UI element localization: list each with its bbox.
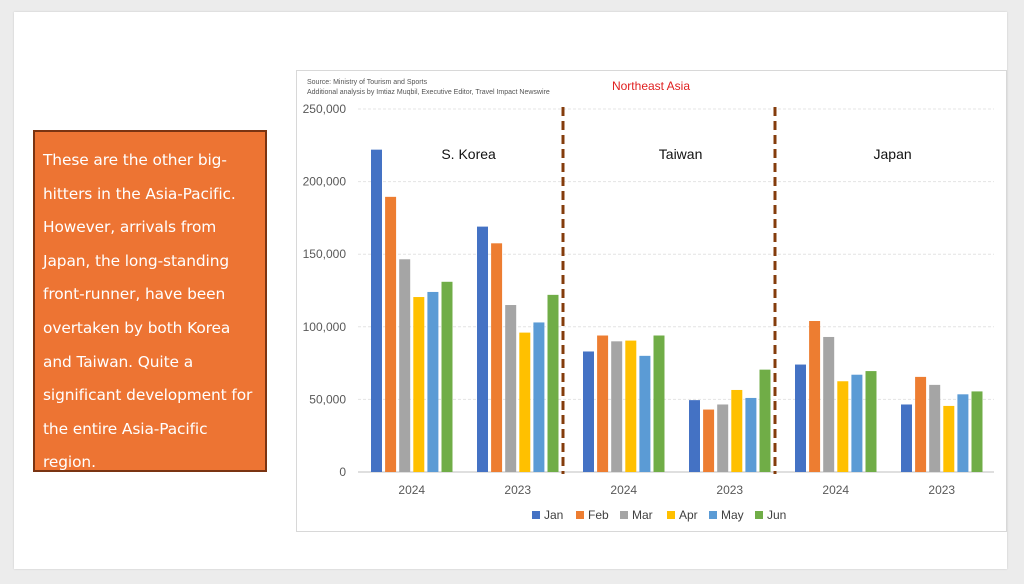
legend-swatch (576, 511, 584, 519)
bar (547, 294, 559, 472)
year-label: 2024 (822, 483, 849, 497)
category-labels: S. Korea 2024 2023 Taiwan 2024 2023 Japan 2024 2… (398, 146, 955, 497)
bar (533, 322, 545, 472)
bar (371, 149, 382, 472)
legend-swatch (755, 511, 763, 519)
bar (689, 400, 700, 472)
legend: Jan Feb Mar Apr May Jun (532, 508, 786, 522)
bar (865, 371, 877, 472)
bar (929, 384, 941, 472)
legend-swatch (667, 511, 675, 519)
region-label: S. Korea (441, 146, 496, 162)
bar (491, 243, 503, 472)
bar (413, 297, 425, 472)
bar (915, 376, 927, 472)
bar (731, 389, 743, 472)
arrivals-bar-chart: Source: Ministry of Tourism and Sports A… (303, 79, 994, 522)
bar (477, 226, 488, 472)
source-line-2: Additional analysis by Imtiaz Muqbil, Ex… (307, 89, 550, 96)
commentary-callout: These are the other big-hitters in the A… (33, 130, 267, 472)
legend-swatch (620, 511, 628, 519)
bar (957, 394, 969, 472)
legend-swatch (532, 511, 540, 519)
bar (795, 364, 806, 472)
bar (703, 409, 715, 472)
bar (943, 405, 955, 472)
year-label: 2024 (610, 483, 637, 497)
bar (653, 335, 665, 472)
bar (399, 259, 411, 472)
bar (809, 320, 821, 472)
y-tick-label: 0 (339, 465, 346, 479)
bar (385, 196, 397, 472)
source-line-1: Source: Ministry of Tourism and Sports (307, 79, 428, 86)
y-tick-label: 200,000 (303, 175, 347, 189)
y-tick-label: 50,000 (309, 392, 346, 406)
y-tick-label: 250,000 (303, 102, 347, 116)
bar (823, 336, 835, 472)
bar (901, 404, 912, 472)
callout-text: These are the other big-hitters in the A… (43, 151, 253, 472)
bar (611, 341, 623, 472)
legend-label: Mar (632, 508, 653, 522)
bar (625, 340, 637, 472)
year-label: 2023 (504, 483, 531, 497)
bar (837, 381, 849, 472)
legend-label: Jan (544, 508, 563, 522)
year-label: 2023 (928, 483, 955, 497)
bar (583, 351, 594, 472)
bar (759, 369, 771, 472)
year-label: 2024 (398, 483, 425, 497)
legend-label: Jun (767, 508, 786, 522)
bar (441, 281, 453, 472)
bar (427, 291, 439, 472)
chart-title: Northeast Asia (612, 79, 690, 93)
y-axis-ticks: 0 50,000 100,000 150,000 200,000 250,000 (303, 102, 347, 479)
bar (717, 404, 729, 472)
bar (745, 397, 757, 472)
region-label: Japan (874, 146, 912, 162)
bar (851, 374, 863, 472)
legend-swatch (709, 511, 717, 519)
gridlines (358, 108, 994, 473)
y-tick-label: 150,000 (303, 247, 347, 261)
y-tick-label: 100,000 (303, 320, 347, 334)
region-label: Taiwan (659, 146, 703, 162)
bar (519, 332, 531, 472)
bar (597, 335, 609, 472)
legend-label: Feb (588, 508, 609, 522)
year-label: 2023 (716, 483, 743, 497)
bars (371, 149, 983, 472)
bar (971, 391, 983, 472)
bar (639, 355, 651, 472)
region-dividers (561, 107, 777, 474)
legend-label: May (721, 508, 744, 522)
legend-label: Apr (679, 508, 698, 522)
bar (505, 305, 517, 472)
